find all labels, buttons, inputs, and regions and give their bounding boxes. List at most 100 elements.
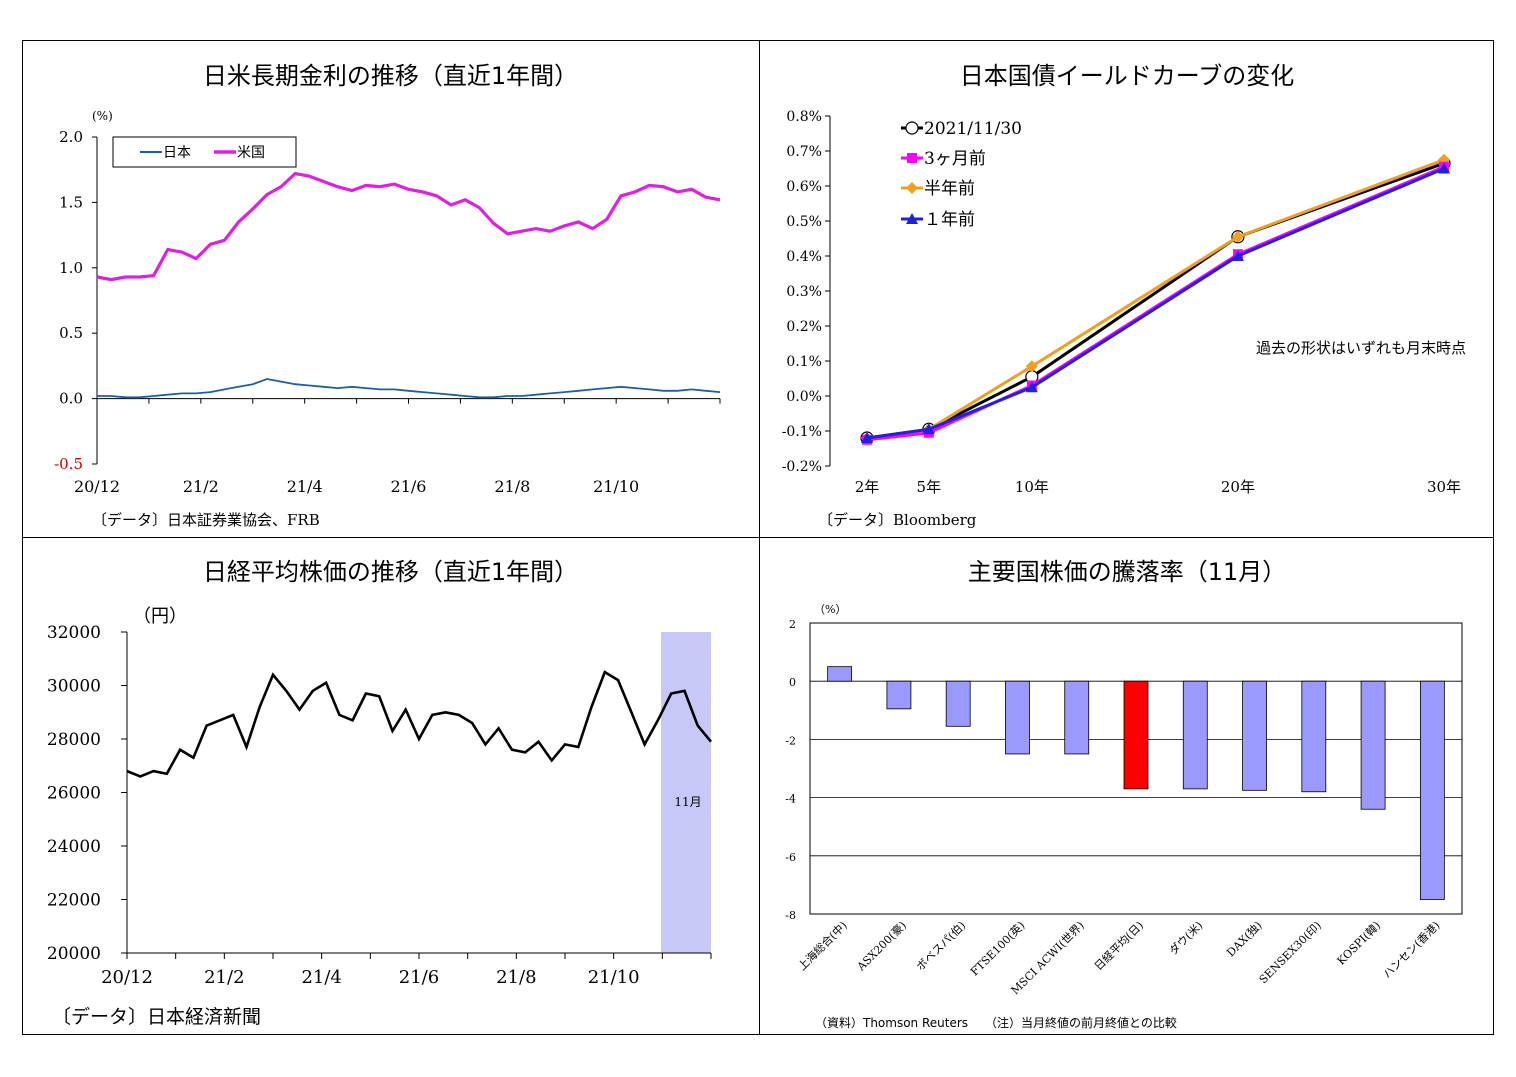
rates-legend: 日本 米国 xyxy=(112,136,297,168)
stocks-source: （資料）Thomson Reuters xyxy=(815,1016,969,1030)
rates-y-tick-label: 0.0 xyxy=(59,390,83,408)
yield-y-tick-label: 0.4% xyxy=(786,249,822,265)
rates-y-tick-label: 1.0 xyxy=(59,259,83,277)
nikkei-title: 日経平均株価の推移（直近1年間） xyxy=(202,558,579,586)
yield-point-1y xyxy=(1438,162,1450,174)
yield-y-tick-label: -0.1% xyxy=(782,424,822,440)
nikkei-y-tick-label: 30000 xyxy=(47,677,101,697)
yield-y-tick-label: 0.2% xyxy=(786,319,822,335)
stocks-bar xyxy=(1123,680,1149,790)
yield-note: 過去の形状はいずれも月末時点 xyxy=(1256,339,1466,357)
yield-y-tick-label: -0.2% xyxy=(782,459,822,475)
yield-series-line-2 xyxy=(866,158,1445,440)
stocks-x-tick-label: FTSE100(英) xyxy=(967,918,1027,978)
rates-y-tick-label: 0.5 xyxy=(59,324,83,342)
nikkei-x-tick-label: 20/12 xyxy=(101,967,153,988)
yield-point-6m xyxy=(1025,360,1038,373)
stocks-unit: （%） xyxy=(814,603,846,616)
rates-y-tick-label: 1.5 xyxy=(59,193,83,211)
stocks-bar xyxy=(1005,680,1030,755)
stocks-y-tick-label: -2 xyxy=(785,734,796,747)
yield-legend-marker-2 xyxy=(906,182,918,194)
yield-point-1y xyxy=(861,432,873,443)
stocks-bar xyxy=(1301,680,1327,793)
yield-legend-marker-3 xyxy=(906,213,918,224)
nikkei-y-tick-label: 20000 xyxy=(47,944,101,964)
yield-y-tick-label: 0.5% xyxy=(786,214,822,230)
yield-y-tick-label: 0.8% xyxy=(786,109,822,125)
rates-series-line-0 xyxy=(97,378,721,399)
nikkei-series-line xyxy=(126,670,713,778)
stocks-bar xyxy=(945,680,971,727)
stocks-bar xyxy=(1360,680,1386,810)
yield-point-1y xyxy=(1025,381,1038,393)
stocks-title: 主要国株価の騰落率（11月） xyxy=(967,558,1287,586)
yield-legend-label-1: 3ヶ月前 xyxy=(924,149,986,169)
stocks-x-tick-label: ハンセン(香港) xyxy=(1381,919,1443,981)
yield-legend-marker-1 xyxy=(907,153,917,163)
nikkei-y-tick-label: 32000 xyxy=(47,623,101,643)
stocks-y-tick-label: -8 xyxy=(785,909,796,922)
stocks-x-tick-label: SENSEX30(印) xyxy=(1257,919,1324,986)
divider-horizontal xyxy=(22,537,1494,538)
rates-x-tick-label: 21/8 xyxy=(494,477,530,496)
stocks-note: （注）当月終値の前月終値との比較 xyxy=(985,1016,1177,1030)
stocks-plot-area xyxy=(809,622,1463,915)
nikkei-highlight-november xyxy=(661,632,711,953)
rates-x-tick-label: 20/12 xyxy=(74,477,120,496)
nikkei-source: 〔データ〕日本経済新聞 xyxy=(52,1006,262,1028)
rates-x-tick-label: 21/4 xyxy=(287,477,323,496)
yield-y-tick-label: 0.1% xyxy=(786,354,822,370)
nikkei-highlight-label: 11月 xyxy=(674,795,701,809)
yield-y-tick-label: 0.0% xyxy=(786,389,822,405)
stocks-y-tick-label: 2 xyxy=(789,618,796,631)
stocks-x-tick-label: ボベスパ(伯) xyxy=(913,918,968,973)
rates-title: 日米長期金利の推移（直近1年間） xyxy=(202,62,579,90)
stocks-bar xyxy=(827,666,853,682)
stocks-x-tick-label: 上海総合(中) xyxy=(795,918,850,973)
yield-series-line-1 xyxy=(866,165,1445,442)
nikkei-y-tick-label: 28000 xyxy=(47,730,101,750)
yield-legend-label-0: 2021/11/30 xyxy=(924,119,1022,139)
nikkei-y-tick-label: 22000 xyxy=(47,891,101,911)
stocks-x-tick-label: DAX(独) xyxy=(1224,919,1264,959)
stocks-x-tick-label: 日経平均(日) xyxy=(1092,919,1146,973)
stocks-bar xyxy=(1182,680,1208,790)
nikkei-x-tick-label: 21/2 xyxy=(204,967,244,988)
nikkei-x-tick-label: 21/6 xyxy=(399,967,439,988)
rates-series-line-1 xyxy=(96,171,721,282)
yield-x-tick-label: 10年 xyxy=(1015,478,1049,496)
stocks-x-tick-label: KOSPI(韓) xyxy=(1335,919,1384,968)
nikkei-unit: （円） xyxy=(133,606,187,627)
stocks-x-tick-label: ダウ(米) xyxy=(1166,918,1205,957)
yield-x-tick-label: 30年 xyxy=(1427,478,1461,496)
stocks-y-tick-label: -6 xyxy=(785,851,796,864)
yield-x-tick-label: 20年 xyxy=(1221,478,1255,496)
yield-y-tick-label: 0.6% xyxy=(786,179,822,195)
rates-legend-label-0: 日本 xyxy=(163,145,191,161)
yield-legend-label-2: 半年前 xyxy=(924,179,975,199)
stocks-x-tick-label: ASX200(豪) xyxy=(853,918,909,974)
nikkei-y-tick-label: 24000 xyxy=(47,837,101,857)
nikkei-x-tick-label: 21/8 xyxy=(496,967,536,988)
yield-legend-marker-0 xyxy=(905,121,919,135)
rates-unit: (%) xyxy=(92,109,113,123)
stocks-y-tick-label: -4 xyxy=(785,793,796,806)
yield-point-1y xyxy=(1231,250,1244,261)
yield-y-tick-label: 0.7% xyxy=(786,144,822,160)
yield-title: 日本国債イールドカーブの変化 xyxy=(959,62,1295,90)
stocks-bar xyxy=(1064,680,1090,755)
yield-x-tick-label: 5年 xyxy=(917,478,942,496)
stocks-bar xyxy=(1242,680,1267,791)
nikkei-x-tick-label: 21/10 xyxy=(588,967,640,988)
stocks-bar xyxy=(886,680,912,710)
rates-x-tick-label: 21/2 xyxy=(183,477,219,496)
yield-legend-label-3: １年前 xyxy=(924,210,975,230)
yield-source: 〔データ〕Bloomberg xyxy=(818,511,977,529)
rates-legend-label-1: 米国 xyxy=(237,145,265,161)
rates-source: 〔データ〕日本証券業協会、FRB xyxy=(92,511,320,529)
nikkei-x-tick-label: 21/4 xyxy=(301,967,341,988)
rates-y-tick-label: -0.5 xyxy=(54,455,83,473)
yield-x-tick-label: 2年 xyxy=(855,478,880,496)
